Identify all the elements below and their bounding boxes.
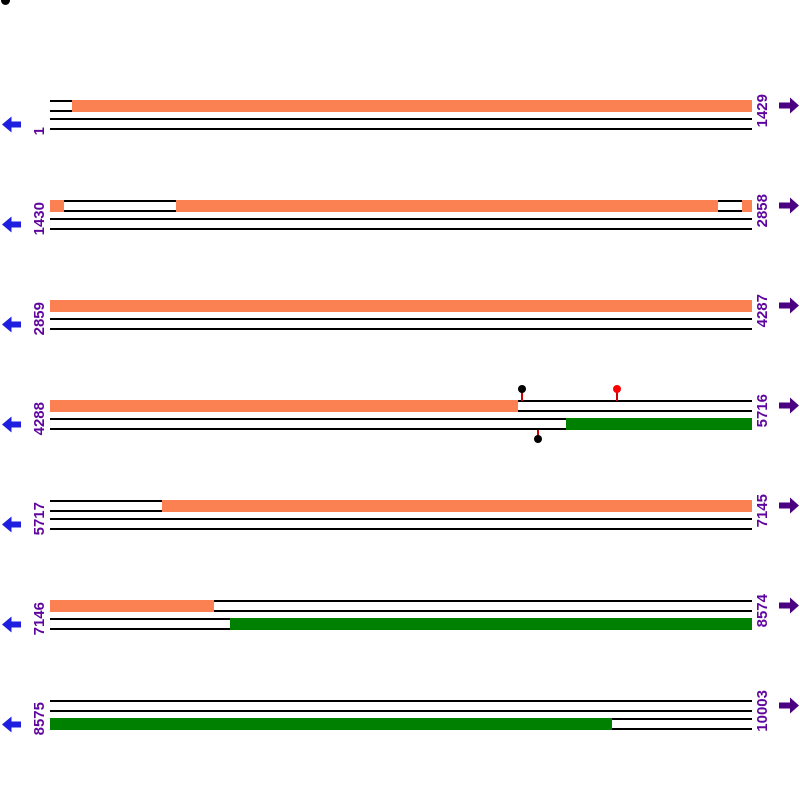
strand-line — [50, 218, 752, 220]
row-end-coordinate: 7145 — [751, 461, 773, 561]
sequence-row: 8575 10003 — [0, 690, 800, 746]
forward-strand-lane — [50, 300, 752, 312]
right-arrow-icon[interactable] — [779, 197, 799, 214]
marker-stem — [616, 390, 618, 401]
start-coordinate-label: 5717 — [30, 501, 48, 535]
end-coordinate-label: 1429 — [753, 94, 771, 128]
right-arrow-icon[interactable] — [779, 597, 799, 614]
strand-line — [50, 328, 752, 330]
reverse-strand-lane — [50, 218, 752, 230]
strand-line — [50, 528, 752, 530]
start-coordinate-label: 7146 — [30, 601, 48, 635]
marker-lollipop-dot[interactable] — [534, 435, 542, 443]
feature-bar-reverse[interactable] — [566, 418, 752, 430]
start-coordinate-label: 2859 — [30, 301, 48, 335]
feature-bar-forward[interactable] — [50, 200, 64, 212]
feature-bar-forward[interactable] — [50, 400, 518, 412]
marker-stem — [521, 390, 523, 401]
strand-line — [50, 600, 752, 602]
strand-line — [50, 700, 752, 702]
feature-bar-reverse[interactable] — [50, 718, 612, 730]
row-start-coordinate: 1430 — [28, 135, 50, 235]
start-coordinate-label: 1430 — [30, 201, 48, 235]
row-end-coordinate: 1429 — [751, 61, 773, 161]
reverse-strand-lane — [50, 418, 752, 430]
row-end-coordinate: 5716 — [751, 361, 773, 461]
feature-bar-forward[interactable] — [176, 200, 718, 212]
sequence-row: 4288 5716 — [0, 385, 800, 446]
row-end-coordinate: 2858 — [751, 161, 773, 261]
row-start-coordinate: 5717 — [28, 435, 50, 535]
feature-bar-forward[interactable] — [162, 500, 752, 512]
sequence-row: 1430 2858 — [0, 194, 800, 246]
end-coordinate-label: 10003 — [753, 690, 771, 732]
marker-stem — [537, 430, 539, 439]
left-arrow-icon[interactable] — [2, 516, 21, 533]
left-arrow-icon[interactable] — [2, 416, 21, 433]
forward-strand-lane — [50, 700, 752, 712]
forward-strand-lane — [50, 400, 752, 412]
strand-line — [50, 118, 752, 120]
reverse-strand-lane — [50, 518, 752, 530]
end-coordinate-label: 2858 — [753, 194, 771, 228]
row-start-coordinate: 1 — [28, 35, 50, 135]
feature-bar-forward[interactable] — [50, 600, 214, 612]
start-coordinate-label: 1 — [30, 126, 48, 135]
sequence-row: 5717 7145 — [0, 494, 800, 546]
strand-line — [50, 418, 752, 420]
strand-line — [50, 610, 752, 612]
reverse-strand-lane — [50, 118, 752, 130]
right-arrow-icon[interactable] — [779, 397, 799, 414]
left-arrow-icon[interactable] — [2, 216, 21, 233]
right-arrow-icon[interactable] — [779, 97, 799, 114]
strand-line — [50, 128, 752, 130]
strand-line — [50, 518, 752, 520]
row-start-coordinate: 7146 — [28, 535, 50, 635]
sequence-row: 1 1429 — [0, 94, 800, 146]
strand-line — [50, 428, 752, 430]
marker-lollipop-dot[interactable] — [613, 385, 621, 393]
row-start-coordinate: 4288 — [28, 335, 50, 435]
feature-bar-reverse[interactable] — [230, 618, 752, 630]
reverse-strand-lane — [50, 318, 752, 330]
clipped-marker-dot — [1, 0, 10, 5]
reverse-strand-lane — [50, 718, 752, 730]
forward-strand-lane — [50, 200, 752, 212]
left-arrow-icon[interactable] — [2, 716, 21, 733]
right-arrow-icon[interactable] — [779, 697, 799, 714]
sequence-row: 2859 4287 — [0, 294, 800, 346]
end-coordinate-label: 8574 — [753, 594, 771, 628]
start-coordinate-label: 8575 — [30, 701, 48, 735]
sequence-row: 7146 8574 — [0, 594, 800, 646]
forward-strand-lane — [50, 600, 752, 612]
feature-bar-forward[interactable] — [742, 200, 752, 212]
end-coordinate-label: 4287 — [753, 294, 771, 328]
row-end-coordinate: 8574 — [751, 561, 773, 661]
row-end-coordinate: 10003 — [751, 661, 773, 761]
forward-strand-lane — [50, 500, 752, 512]
right-arrow-icon[interactable] — [779, 297, 799, 314]
forward-strand-lane — [50, 100, 752, 112]
strand-line — [50, 228, 752, 230]
row-start-coordinate: 8575 — [28, 635, 50, 735]
end-coordinate-label: 7145 — [753, 494, 771, 528]
left-arrow-icon[interactable] — [2, 616, 21, 633]
row-end-coordinate: 4287 — [751, 261, 773, 361]
end-coordinate-label: 5716 — [753, 394, 771, 428]
right-arrow-icon[interactable] — [779, 497, 799, 514]
reverse-strand-lane — [50, 618, 752, 630]
marker-lollipop-dot[interactable] — [518, 385, 526, 393]
strand-line — [50, 710, 752, 712]
row-start-coordinate: 2859 — [28, 235, 50, 335]
strand-line — [50, 318, 752, 320]
left-arrow-icon[interactable] — [2, 316, 21, 333]
start-coordinate-label: 4288 — [30, 401, 48, 435]
feature-bar-forward[interactable] — [50, 300, 752, 312]
feature-bar-forward[interactable] — [72, 100, 752, 112]
left-arrow-icon[interactable] — [2, 116, 21, 133]
